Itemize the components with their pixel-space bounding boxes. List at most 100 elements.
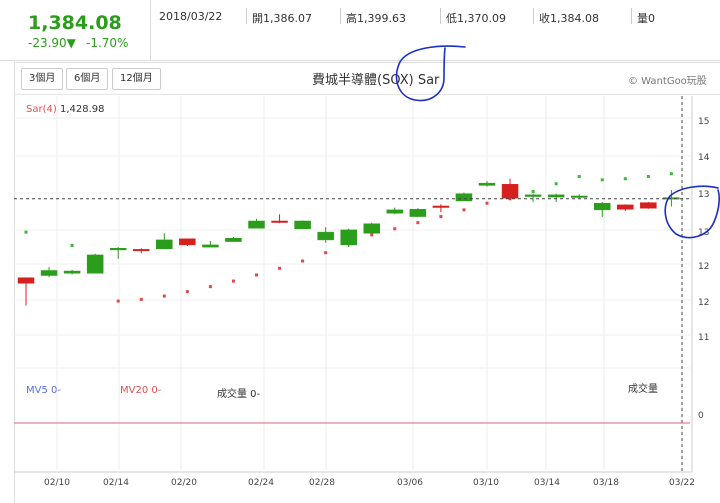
chart-grid xyxy=(14,96,690,470)
sar-dot xyxy=(278,266,282,270)
x-tick-label: 02/10 xyxy=(44,478,70,488)
candle-series xyxy=(17,178,680,306)
candle xyxy=(386,207,404,215)
sar-dot xyxy=(185,290,189,294)
candle-body xyxy=(617,204,634,210)
candle-body xyxy=(17,277,35,284)
divider xyxy=(631,8,632,24)
candle-body xyxy=(594,202,611,211)
annotation-circle-last-price xyxy=(664,185,720,239)
candle xyxy=(501,178,519,200)
sar-dot xyxy=(70,243,74,247)
candle-body xyxy=(317,231,334,241)
candle-body xyxy=(432,205,450,208)
open-stat: 開1,386.07 xyxy=(252,12,312,25)
hand-annotations xyxy=(395,45,720,239)
x-tick-label: 03/06 xyxy=(397,478,423,488)
sar-dot xyxy=(439,215,443,219)
y-tick-label: 13 xyxy=(698,190,709,200)
candle xyxy=(432,204,450,213)
sar-dot xyxy=(324,251,328,255)
mv20-legend: MV20 0- xyxy=(120,385,162,396)
candle xyxy=(86,253,104,274)
volume-axis-label: 成交量 xyxy=(628,384,658,395)
candle xyxy=(524,193,542,203)
candle xyxy=(617,204,634,211)
low-stat: 低1,370.09 xyxy=(446,12,506,25)
x-tick-label: 03/14 xyxy=(534,478,560,488)
candle xyxy=(63,269,81,275)
annotation-circle-title xyxy=(395,45,466,102)
sar-dot xyxy=(255,273,258,277)
y-tick-label: 15 xyxy=(698,117,709,127)
y-tick-label: 14 xyxy=(698,153,710,163)
candle-body xyxy=(294,220,311,230)
candle-body xyxy=(271,220,288,223)
candle xyxy=(640,202,657,209)
y-tick-label: 11 xyxy=(698,333,709,343)
sar-dot xyxy=(554,182,558,186)
sar-dot xyxy=(485,201,489,205)
candle-body xyxy=(202,244,219,248)
sar-dot xyxy=(231,279,235,283)
candle xyxy=(363,222,380,234)
candle-body xyxy=(248,220,265,229)
candle xyxy=(133,248,150,254)
candle-body xyxy=(225,237,242,242)
candle xyxy=(570,194,588,199)
candle xyxy=(340,228,357,248)
quote-date: 2018/03/22 xyxy=(159,10,223,23)
sar-dot xyxy=(531,190,535,194)
candle-body xyxy=(455,193,473,202)
sar-legend: Sar(4) 1,428.98 xyxy=(26,104,104,115)
sar-dot xyxy=(600,178,604,182)
candle xyxy=(225,237,242,242)
candle-body xyxy=(478,182,496,186)
candle-body xyxy=(179,238,196,246)
candle xyxy=(179,238,196,247)
sar-dot xyxy=(646,175,650,179)
sar-dot xyxy=(24,230,28,234)
candle xyxy=(317,227,334,243)
x-tick-label: 03/22 xyxy=(669,478,695,488)
x-tick-label: 02/24 xyxy=(248,478,274,488)
sar-dot xyxy=(139,297,143,301)
candle xyxy=(156,233,173,250)
sar-dot xyxy=(669,172,673,176)
candle-body xyxy=(386,209,404,214)
price-change-percent: -1.70% xyxy=(86,36,129,50)
candle xyxy=(17,277,35,306)
chart-title: 費城半導體(SOX) Sar xyxy=(312,73,440,88)
sar-indicator-value: 1,428.98 xyxy=(59,104,105,115)
high-stat: 高1,399.63 xyxy=(346,12,406,25)
copyright: © WantGoo玩股 xyxy=(628,76,707,87)
mv5-legend: MV5 0- xyxy=(26,385,61,396)
volume-stat: 量0 xyxy=(637,12,655,25)
candle-body xyxy=(40,270,58,276)
range-button-3m[interactable]: 3個月 xyxy=(21,68,64,90)
sar-dot xyxy=(393,227,397,231)
y-tick-label: 12 xyxy=(698,298,709,308)
x-tick-label: 02/14 xyxy=(103,478,129,488)
sar-dot xyxy=(116,299,120,303)
x-tick-label: 02/28 xyxy=(309,478,335,488)
x-tick-label: 02/20 xyxy=(171,478,197,488)
candle-body xyxy=(86,254,104,274)
candle-body xyxy=(570,195,588,198)
range-button-12m[interactable]: 12個月 xyxy=(112,68,161,90)
chart-panel xyxy=(14,62,720,503)
quote-header: 1,384.08 -23.90▼ -1.70% 2018/03/22 開1,38… xyxy=(0,0,720,61)
y-tick-label: 12 xyxy=(698,262,709,272)
divider xyxy=(340,8,341,24)
candle xyxy=(294,220,311,230)
candle-body xyxy=(501,184,519,199)
candle xyxy=(248,218,265,229)
candle xyxy=(478,180,496,187)
chart-axes: 02/10 02/14 02/20 02/24 02/28 03/06 03/10 03/14… xyxy=(14,96,710,488)
divider xyxy=(246,8,247,24)
divider xyxy=(533,8,534,24)
candle xyxy=(271,214,288,224)
range-button-6m[interactable]: 6個月 xyxy=(66,68,109,90)
candle xyxy=(109,247,127,259)
